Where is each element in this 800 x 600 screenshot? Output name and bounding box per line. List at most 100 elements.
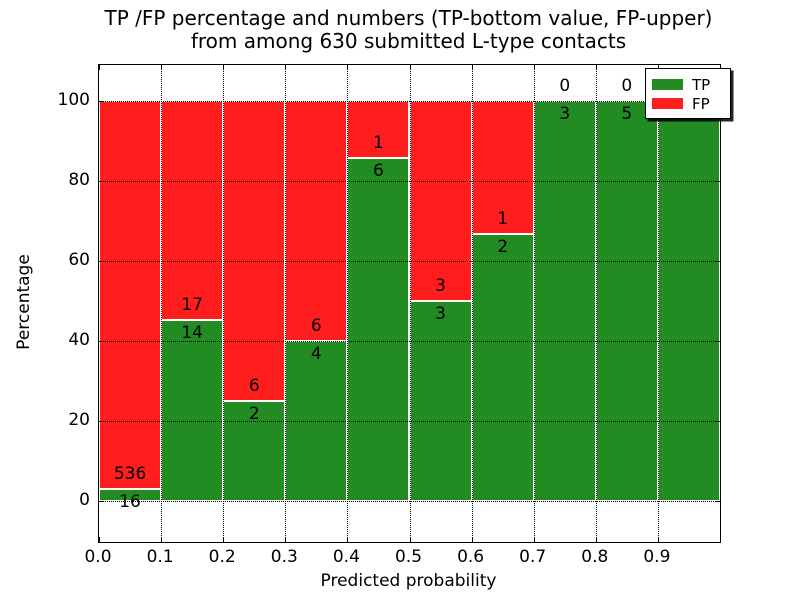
x-tick-mark	[409, 65, 411, 70]
x-tick-mark	[595, 537, 597, 542]
x-tick-label: 0.6	[457, 547, 485, 567]
bar-label-fp: 6	[310, 316, 322, 336]
legend-row-tp: TP	[652, 76, 724, 93]
y-axis-label: Percentage	[14, 254, 34, 350]
bar-segment-tp	[223, 401, 286, 501]
chart-title-line1: TP /FP percentage and numbers (TP-bottom…	[104, 6, 713, 30]
legend-swatch-fp	[652, 98, 683, 109]
bar-segment-tp	[595, 101, 658, 501]
bar-segment-tp	[471, 234, 534, 501]
y-tick-label: 40	[68, 330, 90, 350]
y-tick-label: 80	[68, 170, 90, 190]
plot-area: 5361617146264163312030505	[98, 64, 721, 543]
gridline-vertical	[223, 65, 225, 542]
bar-label-tp: 6	[373, 161, 384, 182]
legend-row-fp: FP	[652, 95, 724, 112]
bar-label-fp: 0	[621, 76, 633, 96]
x-tick-mark	[161, 65, 163, 70]
y-tick-mark	[715, 181, 720, 182]
x-tick-label: 0.7	[519, 547, 547, 567]
bar-segment-fp	[99, 101, 162, 490]
y-tick-mark	[715, 341, 720, 342]
x-tick-mark	[347, 65, 349, 70]
x-tick-mark	[409, 537, 411, 542]
bar-segment-tp	[657, 101, 720, 501]
bar-label-fp: 17	[181, 295, 203, 316]
gridline-vertical	[471, 65, 473, 542]
gridline-vertical	[285, 65, 287, 542]
gridline-vertical	[595, 65, 597, 542]
legend: TP FP	[645, 68, 731, 119]
bar-segment-tp	[99, 489, 162, 501]
y-tick-mark	[715, 421, 720, 422]
y-tick-label: 20	[68, 410, 90, 430]
y-tick-mark	[99, 421, 104, 422]
x-tick-mark	[657, 537, 659, 542]
x-tick-label: 0.2	[208, 547, 236, 567]
x-tick-mark	[285, 537, 287, 542]
x-tick-label: 0.1	[146, 547, 174, 567]
bar-label-tp: 16	[119, 492, 141, 513]
gridline-vertical	[409, 65, 411, 542]
bar-segment-tp	[347, 158, 410, 501]
legend-swatch-tp	[652, 79, 683, 90]
x-tick-mark	[223, 537, 225, 542]
x-tick-label: 0.9	[643, 547, 671, 567]
bar-label-tp: 3	[559, 104, 571, 124]
legend-label-tp: TP	[692, 75, 711, 94]
bar-segment-fp	[161, 101, 224, 321]
y-tick-mark	[99, 101, 104, 102]
bar-segment-fp	[223, 101, 286, 401]
x-tick-label: 0.0	[84, 547, 112, 567]
x-tick-label: 0.4	[332, 547, 360, 567]
bar-label-tp: 2	[248, 404, 260, 424]
x-tick-mark	[595, 65, 597, 70]
y-tick-mark	[99, 341, 104, 342]
bar-label-tp: 3	[435, 304, 446, 324]
x-tick-label: 0.3	[270, 547, 298, 567]
bar-label-tp: 5	[621, 104, 633, 124]
bar-label-tp: 2	[497, 237, 509, 258]
x-tick-mark	[471, 65, 473, 70]
x-tick-mark	[99, 65, 100, 70]
y-tick-mark	[99, 261, 104, 262]
bar-label-fp: 1	[497, 209, 509, 230]
x-tick-mark	[471, 537, 473, 542]
bar-label-fp: 3	[435, 276, 446, 296]
legend-label-fp: FP	[692, 94, 710, 113]
y-tick-mark	[715, 501, 720, 502]
y-tick-mark	[715, 261, 720, 262]
x-tick-mark	[347, 537, 349, 542]
x-tick-mark	[285, 65, 287, 70]
bar-segment-fp	[409, 101, 472, 301]
x-tick-mark	[657, 65, 659, 70]
bar-label-tp: 14	[181, 323, 203, 344]
bar-label-fp: 6	[248, 376, 260, 396]
y-tick-mark	[99, 181, 104, 182]
x-tick-mark	[223, 65, 225, 70]
x-tick-mark	[533, 65, 535, 70]
x-tick-mark	[533, 537, 535, 542]
x-tick-label: 0.5	[394, 547, 423, 567]
bar-segment-tp	[409, 301, 472, 501]
gridline-vertical	[161, 65, 163, 542]
bar-segment-tp	[533, 101, 596, 501]
bar-label-fp: 1	[373, 133, 384, 154]
x-tick-label: 0.8	[581, 547, 609, 567]
x-tick-mark	[161, 537, 163, 542]
x-axis-label: Predicted probability	[320, 571, 497, 591]
bar-segment-tp	[161, 320, 224, 501]
y-tick-label: 100	[57, 90, 90, 110]
gridline-vertical	[347, 65, 349, 542]
bar-segment-fp	[285, 101, 348, 341]
y-tick-label: 0	[79, 490, 90, 510]
bar-segment-fp	[471, 101, 534, 235]
y-tick-mark	[99, 501, 104, 502]
bar-label-fp: 0	[559, 76, 571, 96]
gridline-vertical	[657, 65, 659, 542]
bar-label-tp: 4	[310, 344, 322, 364]
x-tick-mark	[99, 537, 100, 542]
gridline-vertical	[533, 65, 535, 542]
y-tick-label: 60	[68, 250, 90, 270]
